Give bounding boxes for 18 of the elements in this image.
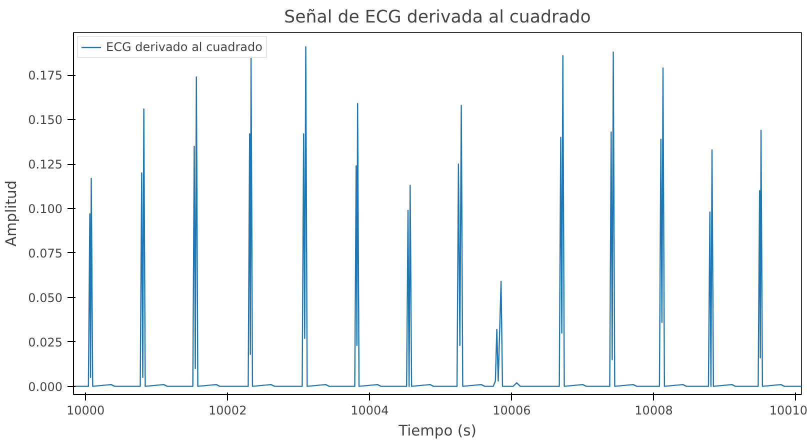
y-tick-label: 0.075 bbox=[28, 246, 63, 260]
x-tick-label: 10008 bbox=[634, 404, 673, 418]
x-tick-label: 10006 bbox=[492, 404, 531, 418]
legend-label: ECG derivado al cuadrado bbox=[106, 40, 262, 54]
y-tick-label: 0.100 bbox=[28, 202, 63, 216]
y-tick-label: 0.125 bbox=[28, 158, 63, 172]
y-axis-title: Amplitud bbox=[3, 180, 20, 247]
y-tick-label: 0.000 bbox=[28, 380, 63, 394]
y-tick-label: 0.025 bbox=[28, 335, 63, 350]
y-tick-label: 0.175 bbox=[28, 68, 63, 83]
x-tick-label: 10000 bbox=[66, 404, 105, 418]
y-tick-label: 0.150 bbox=[28, 113, 63, 128]
x-axis-title: Tiempo (s) bbox=[398, 422, 476, 440]
x-tick-label: 10004 bbox=[350, 404, 389, 418]
y-tick-label: 0.050 bbox=[28, 290, 63, 305]
x-tick-label: 10010 bbox=[769, 404, 807, 418]
x-tick-label: 10002 bbox=[208, 404, 247, 418]
chart-title: Señal de ECG derivada al cuadrado bbox=[284, 8, 591, 28]
